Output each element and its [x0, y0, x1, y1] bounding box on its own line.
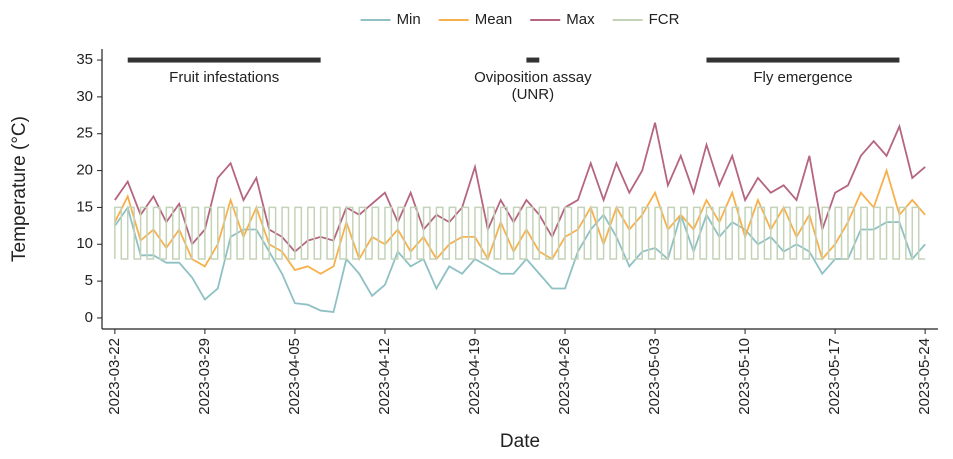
x-tick-label: 2023-05-03: [646, 338, 663, 415]
legend-label: Min: [397, 11, 421, 28]
y-tick-label: 5: [85, 272, 93, 289]
annotation-label: Oviposition assay: [474, 69, 592, 86]
y-tick-label: 10: [76, 235, 93, 252]
x-tick-label: 2023-05-24: [916, 338, 933, 415]
y-tick-label: 20: [76, 162, 93, 179]
y-tick-label: 25: [76, 125, 93, 142]
legend-label: Max: [566, 11, 595, 28]
y-tick-label: 0: [85, 309, 93, 326]
x-tick-label: 2023-03-22: [106, 338, 123, 415]
annotation-label: Fly emergence: [753, 69, 852, 86]
y-axis-title: Temperature (°C): [9, 116, 30, 262]
annotation-label: Fruit infestations: [169, 69, 279, 86]
x-tick-label: 2023-03-29: [196, 338, 213, 415]
annotation-bar: [127, 57, 321, 63]
y-tick-label: 35: [76, 51, 93, 68]
legend-label: FCR: [649, 11, 680, 28]
annotation-bar: [706, 57, 900, 63]
x-tick-label: 2023-04-12: [376, 338, 393, 415]
fcr-line: [114, 206, 926, 260]
legend-label: Mean: [475, 11, 513, 28]
x-tick-label: 2023-04-19: [466, 338, 483, 415]
x-tick-label: 2023-04-26: [556, 338, 573, 415]
annotation-label: (UNR): [512, 86, 555, 103]
x-tick-label: 2023-04-05: [286, 338, 303, 415]
y-tick-label: 30: [76, 88, 93, 105]
y-tick-label: 15: [76, 198, 93, 215]
annotation-bar: [526, 57, 540, 63]
x-tick-label: 2023-05-17: [826, 338, 843, 415]
legend: Min Mean Max FCR: [360, 11, 680, 28]
x-axis-title: Date: [500, 431, 540, 452]
x-tick-label: 2023-05-10: [736, 338, 753, 415]
